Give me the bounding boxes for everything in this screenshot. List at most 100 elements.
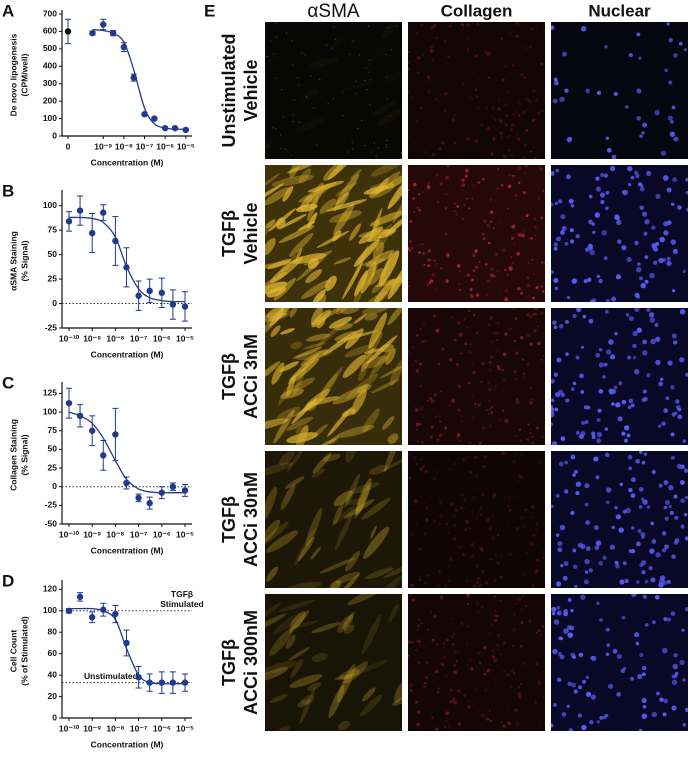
nucleus [638,486,644,492]
speck [487,76,491,80]
speck [408,654,410,657]
speck [504,419,509,424]
data-point [181,487,189,494]
speck [510,128,513,131]
speck [387,27,389,29]
speck [447,457,449,459]
speck [445,280,449,284]
speck [473,402,477,406]
y-tick-label: 200 [43,95,57,105]
speck [434,108,437,111]
fiber [275,725,290,731]
speck [413,455,417,460]
speck [454,462,457,465]
nucleus [615,563,620,569]
speck [460,352,463,355]
speck [418,618,421,621]
speck [493,579,497,582]
speck [492,495,495,498]
y-tick-label: 75 [48,425,58,435]
micrograph-bg [408,594,545,731]
speck [417,710,421,714]
speck [433,23,437,27]
speck [377,147,379,149]
nucleus [582,679,587,684]
nucleus [569,228,574,233]
speck [532,534,535,537]
speck [414,60,416,62]
data-point [100,606,107,613]
speck [304,54,306,56]
row-label: Vehicle [241,202,261,264]
fiber [293,366,306,396]
nucleus [568,728,574,731]
nucleus [663,221,669,227]
speck [453,202,457,205]
speck [418,547,421,551]
speck [435,173,439,177]
speck [457,65,460,68]
speck [494,384,497,387]
data-point [109,29,117,37]
y-tick-label: 25 [48,462,58,472]
speck [516,721,520,725]
fiber [324,275,337,291]
speck [489,35,491,37]
speck [535,285,539,290]
speck [430,425,434,429]
fiber [355,477,372,516]
speck [373,142,375,144]
speck [453,633,455,635]
speck [468,207,471,210]
speck [470,667,474,671]
speck [455,213,458,216]
nucleus [559,654,565,660]
speck [411,150,414,152]
speck [427,182,430,185]
nucleus [560,230,565,235]
fiber [344,328,364,350]
speck [416,628,420,632]
nucleus [671,705,677,711]
nucleus [605,627,610,632]
speck [452,113,457,118]
nucleus [596,90,602,95]
fiber [265,308,284,326]
nucleus [595,352,601,358]
speck [435,727,439,731]
nucleus [622,561,627,566]
speck [543,262,545,265]
fiber [349,223,361,241]
fiber [305,269,322,284]
speck [502,669,506,672]
nucleus [662,712,667,717]
nucleus [614,215,620,221]
speck [537,112,540,115]
fiber [285,634,296,649]
speck [299,121,301,123]
nucleus [664,544,669,550]
fiber [297,698,310,708]
fiber [332,384,372,405]
speck [429,143,431,145]
speck [461,494,464,497]
speck [467,602,470,606]
fiber [340,308,360,315]
y-tick-label: 25 [48,273,58,283]
nucleus [551,379,555,384]
speck [462,27,465,30]
speck [496,633,501,638]
speck [409,683,414,688]
fiber [305,507,323,547]
nucleus [577,542,583,548]
speck [444,426,448,430]
speck [479,661,482,665]
speck [486,51,491,56]
nucleus [551,410,555,415]
nucleus [662,257,667,263]
fiber [387,262,402,300]
speck [507,705,509,708]
speck [410,583,414,588]
nucleus [585,247,590,252]
speck [503,64,508,69]
